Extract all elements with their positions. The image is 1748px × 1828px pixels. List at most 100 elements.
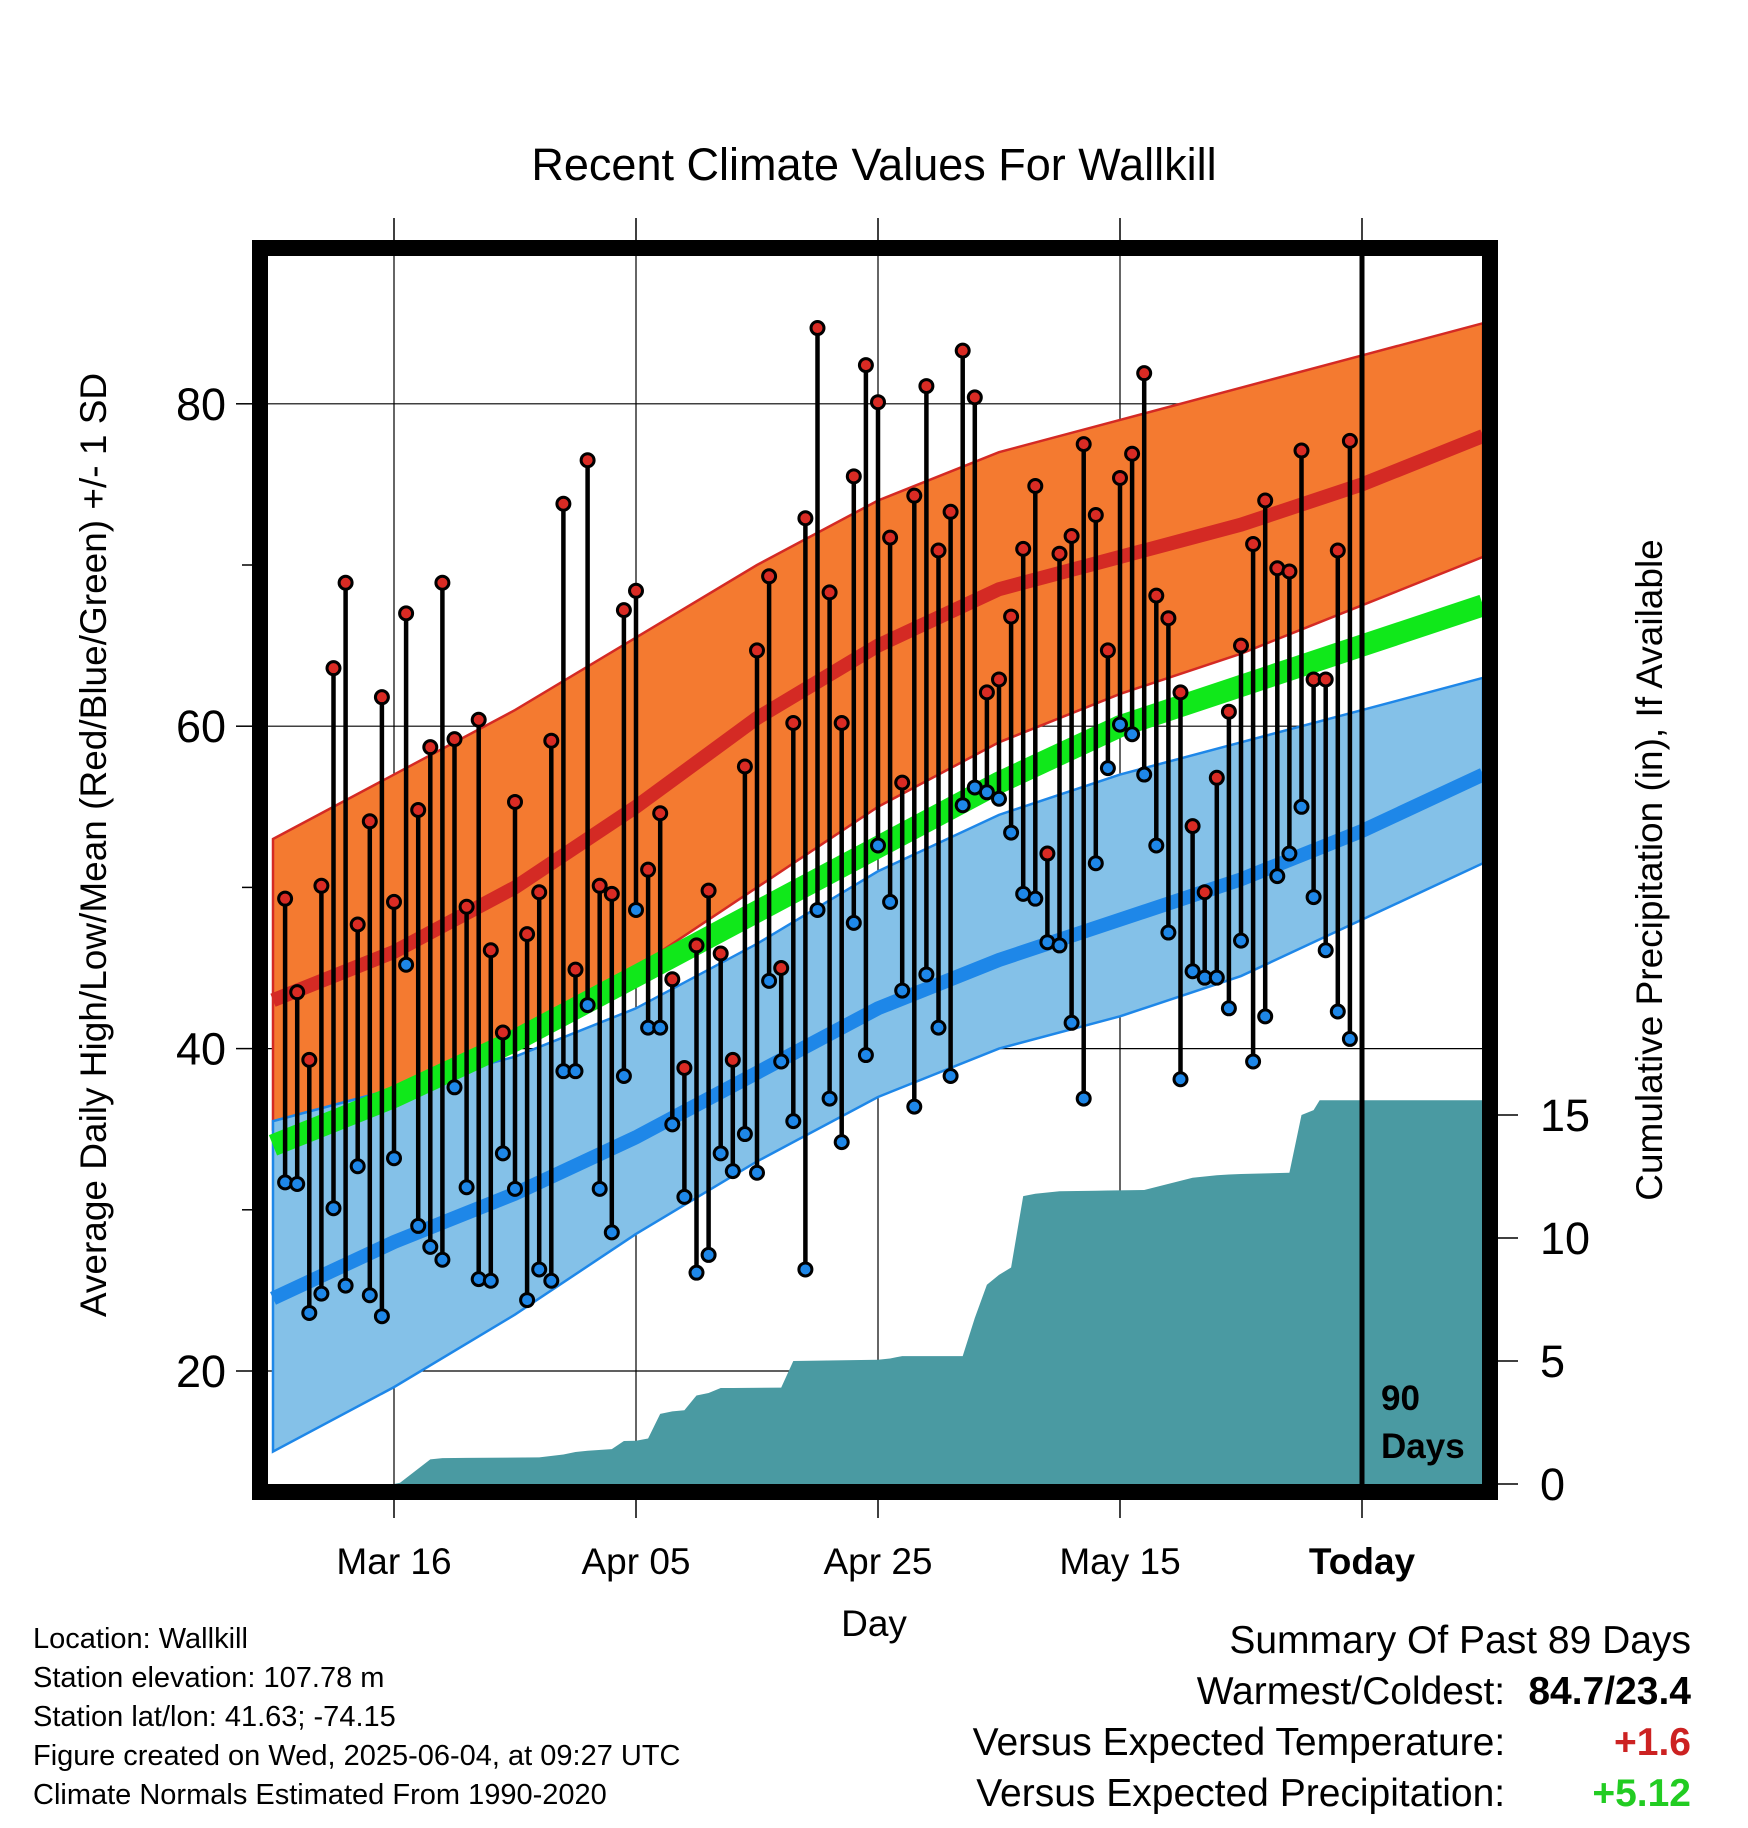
daily-high-point <box>579 452 596 469</box>
daily-high-point <box>603 885 620 902</box>
daily-low-point <box>894 982 911 999</box>
daily-high-point <box>543 732 560 749</box>
daily-low-point <box>1136 766 1153 783</box>
daily-high-point <box>833 714 850 731</box>
daily-low-point <box>1257 1008 1274 1025</box>
y2-tick-label: 10 <box>1540 1213 1590 1264</box>
daily-high-point <box>749 642 765 659</box>
daily-low-point <box>724 1163 741 1180</box>
daily-low-point <box>1124 726 1141 743</box>
daily-high-point <box>1220 703 1237 720</box>
summary-temp: Versus Expected Temperature: +1.6 <box>973 1717 1691 1768</box>
daily-low-point <box>1233 932 1249 949</box>
x-tick-label: Apr 25 <box>823 1541 932 1582</box>
precip-anomaly-value: +5.12 <box>1592 1772 1691 1815</box>
daily-low-point <box>603 1224 620 1241</box>
daily-low-point <box>930 1019 947 1036</box>
summary-title: Summary Of Past 89 Days <box>1229 1619 1691 1662</box>
daily-high-point <box>954 342 971 359</box>
daily-high-point <box>446 731 463 748</box>
daily-high-point <box>1208 769 1225 786</box>
daily-low-point <box>628 901 644 918</box>
daily-high-point <box>1172 684 1189 701</box>
daily-low-point <box>615 1068 632 1085</box>
precip-anomaly-label: Versus Expected Precipitation: <box>976 1772 1506 1815</box>
daily-low-point <box>991 790 1007 807</box>
daily-low-point <box>1305 889 1322 906</box>
x-tick-label: Today <box>1309 1541 1416 1582</box>
daily-high-point <box>1039 845 1056 862</box>
daily-high-point <box>700 882 717 899</box>
daily-high-point <box>652 805 669 822</box>
daily-high-point <box>482 942 499 959</box>
daily-low-point <box>821 1090 838 1107</box>
daily-low-point <box>579 997 596 1014</box>
daily-high-point <box>688 937 705 954</box>
daily-high-point <box>821 584 838 601</box>
daily-temperatures <box>277 320 1358 1325</box>
daily-high-point <box>785 714 802 731</box>
daily-high-point <box>1293 442 1310 459</box>
plot-frame <box>252 240 1498 1500</box>
temp-anomaly-value: +1.6 <box>1614 1721 1691 1764</box>
x-axis-label: Day <box>841 1603 907 1644</box>
daily-low-point <box>773 1053 790 1070</box>
daily-high-point <box>567 961 584 978</box>
created-text: Figure created on Wed, 2025-06-04, at 09… <box>33 1740 681 1772</box>
axes: 20 40 60 80 0 5 10 15 Mar 16 Apr 05 Apr 25 May 15 To… <box>176 218 1590 1582</box>
daily-low-point <box>1220 1000 1237 1017</box>
daily-high-point <box>289 984 306 1001</box>
daily-low-point <box>398 956 415 973</box>
daily-low-point <box>1099 760 1116 777</box>
low-normal-line <box>270 768 1486 1305</box>
daily-low-point <box>845 914 862 931</box>
daily-low-point <box>1208 969 1225 986</box>
daily-low-point <box>386 1150 402 1167</box>
daily-low-point <box>1269 868 1286 885</box>
daily-low-point <box>337 1277 354 1294</box>
daily-low-point <box>1160 924 1177 941</box>
daily-high-point <box>313 877 330 894</box>
summary-panel: Summary Of Past 89 Days Warmest/Coldest:… <box>973 1615 1691 1819</box>
daily-low-point <box>361 1287 378 1304</box>
daily-low-point <box>1184 963 1201 980</box>
daily-high-point <box>1329 542 1346 559</box>
daily-low-point <box>591 1180 608 1197</box>
daily-low-point <box>422 1238 439 1255</box>
daily-high-point <box>1063 527 1080 544</box>
y-tick-label: 60 <box>176 701 226 752</box>
daily-high-point <box>857 357 874 374</box>
daily-high-point <box>628 582 644 599</box>
extremes-value: 84.7/23.4 <box>1528 1670 1691 1713</box>
summary-precip: Versus Expected Precipitation: +5.12 <box>973 1768 1691 1819</box>
daily-high-point <box>1184 818 1201 835</box>
daily-high-point <box>640 861 657 878</box>
daily-low-point <box>712 1145 729 1162</box>
daily-high-point <box>1087 507 1104 524</box>
daily-high-point <box>494 1024 511 1041</box>
station-info: Location: Wallkill Station elevation: 10… <box>33 1620 681 1815</box>
daily-low-point <box>1027 890 1044 907</box>
daily-high-point <box>386 893 402 910</box>
daily-low-point <box>567 1063 584 1080</box>
daily-high-point <box>918 378 935 395</box>
daily-low-point <box>373 1308 390 1325</box>
daily-low-point <box>301 1304 318 1321</box>
daily-high-point <box>531 884 548 901</box>
daily-low-point <box>482 1272 499 1289</box>
daily-low-point <box>1341 1030 1358 1047</box>
daily-high-point <box>966 389 983 406</box>
daily-high-point <box>1317 671 1334 688</box>
chart-title: Recent Climate Values For Wallkill <box>531 139 1216 190</box>
daily-high-point <box>845 468 862 485</box>
daily-low-point <box>543 1272 560 1289</box>
daily-low-point <box>1293 798 1310 815</box>
daily-low-point <box>797 1261 814 1278</box>
daily-low-point <box>507 1180 523 1197</box>
daily-high-point <box>458 898 475 915</box>
daily-low-point <box>1281 845 1298 862</box>
daily-low-point <box>446 1079 463 1096</box>
daily-low-point <box>434 1251 451 1268</box>
daily-low-point <box>857 1047 874 1064</box>
daily-low-point <box>918 966 935 983</box>
